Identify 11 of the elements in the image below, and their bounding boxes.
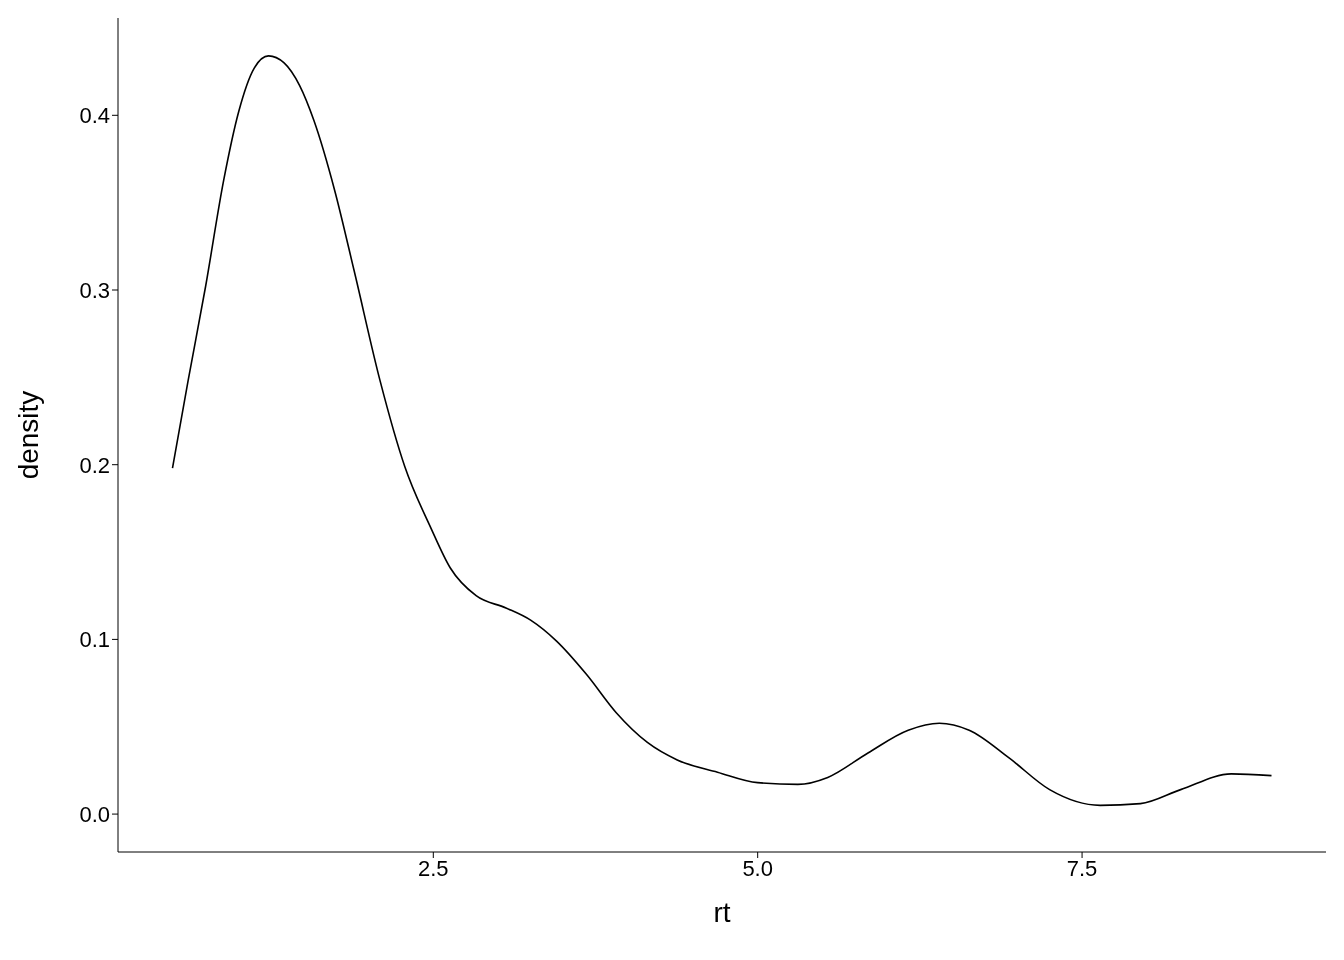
y-tick-label: 0.4 [79,103,110,129]
y-tick-label: 0.1 [79,627,110,653]
x-axis-title: rt [713,897,731,928]
x-tick-label: 7.5 [1066,855,1098,881]
x-tick-label: 2.5 [418,855,449,881]
y-tick-label: 0.0 [79,801,110,827]
line-series [171,55,1273,807]
x-tick-label: 5.0 [742,855,773,881]
y-tick-label: 0.3 [79,277,110,303]
y-axis-title: density [12,390,44,480]
y-tick-label: 0.2 [79,452,110,478]
